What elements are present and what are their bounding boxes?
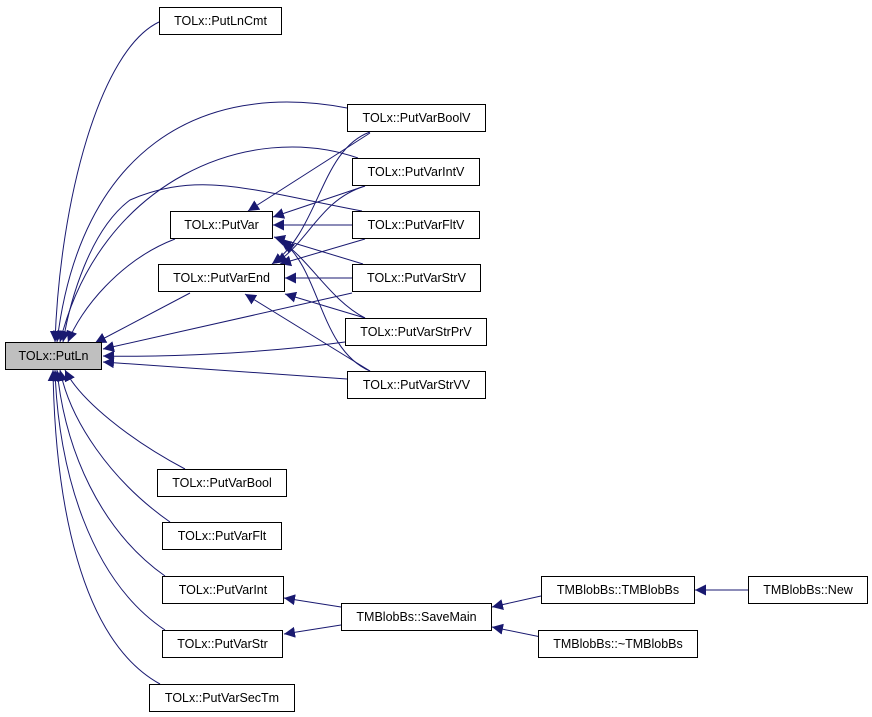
- node-putln[interactable]: TOLx::PutLn: [5, 342, 102, 370]
- edge-tmblobbs-to-savemain: [491, 595, 542, 610]
- edge-putvarintv-to-putvar: [272, 185, 366, 219]
- node-putvarstr[interactable]: TOLx::PutVarStr: [162, 630, 283, 658]
- node-putvarend[interactable]: TOLx::PutVarEnd: [158, 264, 285, 292]
- edge-putvarboolv-to-putln: [52, 101, 348, 343]
- edge-putvarboolv-to-putvar: [247, 132, 371, 212]
- node-putvarsectm[interactable]: TOLx::PutVarSecTm: [149, 684, 295, 712]
- edge-putvarstrprv-to-putvarend: [284, 291, 366, 319]
- edge-putvarint-to-putln: [52, 369, 166, 577]
- node-tmblobbs-destructor[interactable]: TMBlobBs::~TMBlobBs: [538, 630, 698, 658]
- edge-putvarstr-to-putln: [49, 369, 166, 631]
- node-savemain[interactable]: TMBlobBs::SaveMain: [341, 603, 492, 631]
- edge-putvarintv-to-putln: [57, 146, 359, 343]
- node-putvarintv[interactable]: TOLx::PutVarIntV: [352, 158, 480, 186]
- edge-putvarfltv-to-putvarend: [279, 238, 366, 267]
- node-putvar[interactable]: TOLx::PutVar: [170, 211, 273, 239]
- node-tmblobbs[interactable]: TMBlobBs::TMBlobBs: [541, 576, 695, 604]
- edge-putvarintv-to-putvarend: [275, 185, 366, 264]
- edge-putvarflt-to-putln: [56, 369, 171, 523]
- edge-putvarboolv-to-putvarend: [271, 131, 371, 265]
- edge-putvarend-to-putln: [94, 292, 191, 344]
- node-putvarint[interactable]: TOLx::PutVarInt: [162, 576, 284, 604]
- node-putvarboolv[interactable]: TOLx::PutVarBoolV: [347, 104, 486, 132]
- node-putvarfltv[interactable]: TOLx::PutVarFltV: [352, 211, 480, 239]
- edge-putvarstrprv-to-putln: [102, 341, 346, 362]
- edge-putvarsectm-to-putln: [47, 369, 161, 685]
- node-putvarstrprv[interactable]: TOLx::PutVarStrPrV: [345, 318, 487, 346]
- node-putvarstrv[interactable]: TOLx::PutVarStrV: [352, 264, 481, 292]
- node-putvarbool[interactable]: TOLx::PutVarBool: [157, 469, 287, 497]
- edge-putvarbool-to-putln: [64, 369, 186, 470]
- edge-putvar-to-putln: [66, 238, 176, 343]
- node-putvarstrvv[interactable]: TOLx::PutVarStrVV: [347, 371, 486, 399]
- node-putvarflt[interactable]: TOLx::PutVarFlt: [162, 522, 282, 550]
- node-putlncmt[interactable]: TOLx::PutLnCmt: [159, 7, 282, 35]
- edge-putvarstrvv-to-putln: [102, 357, 348, 380]
- edge-savemain-to-putvarstr: [283, 624, 342, 638]
- edge-putvarstrv-to-putln: [102, 292, 353, 352]
- edge-savemain-to-putvarint: [283, 594, 342, 608]
- edge-putvarfltv-to-putln: [59, 184, 363, 343]
- node-tmblobbs-new[interactable]: TMBlobBs::New: [748, 576, 868, 604]
- edge-putlncmt-to-putln: [49, 21, 160, 343]
- edge-dtor-to-savemain: [491, 623, 542, 638]
- edge-putvarstrvv-to-putvarend: [244, 293, 371, 372]
